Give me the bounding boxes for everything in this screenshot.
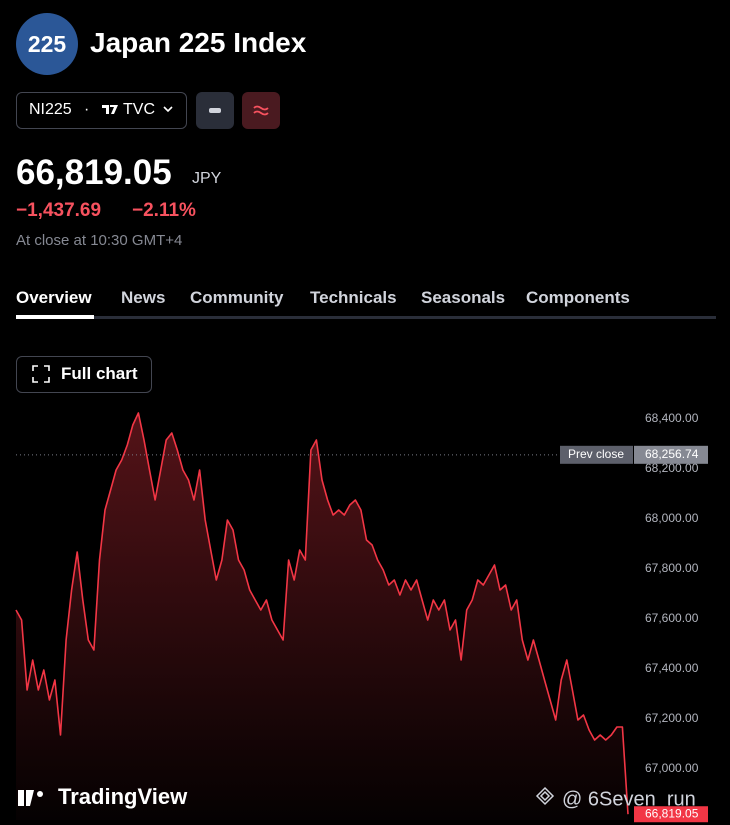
- y-tick-label: 67,200.00: [645, 711, 699, 725]
- full-chart-icon: [32, 365, 50, 383]
- price: 66,819.05: [16, 153, 172, 192]
- y-tick-label: 68,000.00: [645, 511, 699, 525]
- symbol-button[interactable]: [16, 92, 187, 129]
- area-fill: [16, 413, 628, 820]
- prev-close-value-tag: [634, 445, 708, 464]
- tab[interactable]: Components: [526, 288, 630, 307]
- approx-icon: [253, 105, 269, 116]
- brand: TradingView: [58, 784, 188, 809]
- price-line: [15, 412, 629, 815]
- tab[interactable]: Seasonals: [421, 288, 506, 307]
- tv-icon-shape: [102, 105, 118, 114]
- symbol: NI225: [29, 101, 72, 118]
- handle-icon: [535, 786, 555, 806]
- y-tick-label: 68,400.00: [645, 411, 699, 425]
- compare-icon: [209, 108, 221, 113]
- currency: JPY: [192, 170, 222, 187]
- y-tick-label: 67,800.00: [645, 561, 699, 575]
- y-tick-label: 67,000.00: [645, 761, 699, 775]
- tab-active: [16, 315, 94, 319]
- y-tick-label: 67,400.00: [645, 661, 699, 675]
- full-chart-shape: [32, 365, 50, 383]
- tab[interactable]: News: [121, 288, 166, 307]
- full-chart-button[interactable]: [16, 356, 152, 393]
- change: −1,437.69: [16, 200, 102, 221]
- approx-shape: [253, 105, 269, 116]
- y-tick-label: 68,200.00: [645, 461, 699, 475]
- tab[interactable]: Overview: [16, 288, 92, 307]
- tab[interactable]: Technicals: [310, 288, 397, 307]
- logo-text: 225: [27, 31, 67, 57]
- brand-logo-dot: [37, 791, 43, 797]
- approx-button[interactable]: [242, 92, 280, 129]
- full-chart-label: Full chart: [61, 364, 138, 383]
- separator: ·: [84, 101, 90, 118]
- prev-close-tag: [560, 445, 633, 464]
- title: Japan 225 Index: [90, 27, 307, 58]
- handle: @ 6Seven_run: [562, 788, 696, 810]
- prev-close-name: Prev close: [568, 447, 624, 461]
- last-price-tag: [634, 806, 708, 823]
- y-tick-label: 67,600.00: [645, 611, 699, 625]
- exchange: TVC: [123, 101, 155, 118]
- logo: [16, 13, 78, 75]
- brand-logo: [18, 790, 34, 806]
- status: At close at 10:30 GMT+4: [16, 232, 183, 249]
- chevron-shape: [163, 106, 173, 113]
- last-price-value: 66,819.05: [645, 806, 699, 820]
- prev-close-value: 68,256.74: [645, 447, 699, 461]
- chevron: [163, 106, 173, 113]
- tv-icon: [102, 105, 118, 114]
- change-percent: −2.11%: [132, 200, 196, 221]
- tab[interactable]: Community: [190, 288, 284, 307]
- tab-rail: [16, 316, 716, 319]
